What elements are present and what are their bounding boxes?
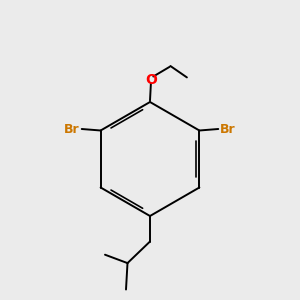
Text: Br: Br (220, 122, 236, 136)
Text: Br: Br (64, 122, 80, 136)
Text: O: O (145, 73, 157, 86)
